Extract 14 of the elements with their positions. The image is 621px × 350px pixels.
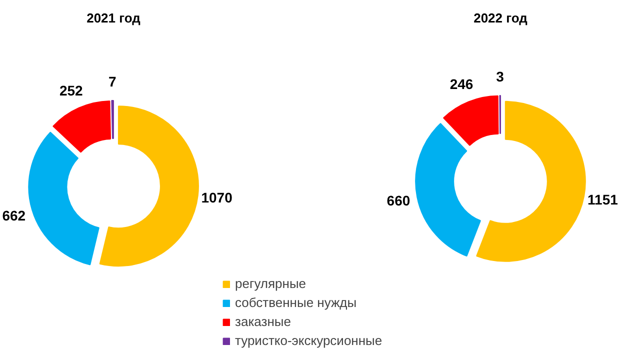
- legend-label: регулярные: [235, 276, 306, 291]
- data-label: 252: [59, 82, 84, 99]
- chart-title: 2021 год: [86, 10, 142, 26]
- legend-label: заказные: [235, 314, 291, 329]
- data-label: 3: [496, 68, 504, 84]
- chart-title: 2022 год: [474, 10, 528, 26]
- data-label: 1151: [588, 192, 618, 208]
- data-label: 662: [2, 207, 26, 224]
- data-label: 1070: [201, 190, 233, 206]
- legend-label: собственные нужды: [235, 295, 357, 310]
- data-label: 7: [108, 74, 116, 90]
- legend-label: туристко-экскурсионные: [235, 333, 382, 348]
- data-label: 660: [386, 192, 410, 209]
- data-label: 246: [450, 76, 474, 92]
